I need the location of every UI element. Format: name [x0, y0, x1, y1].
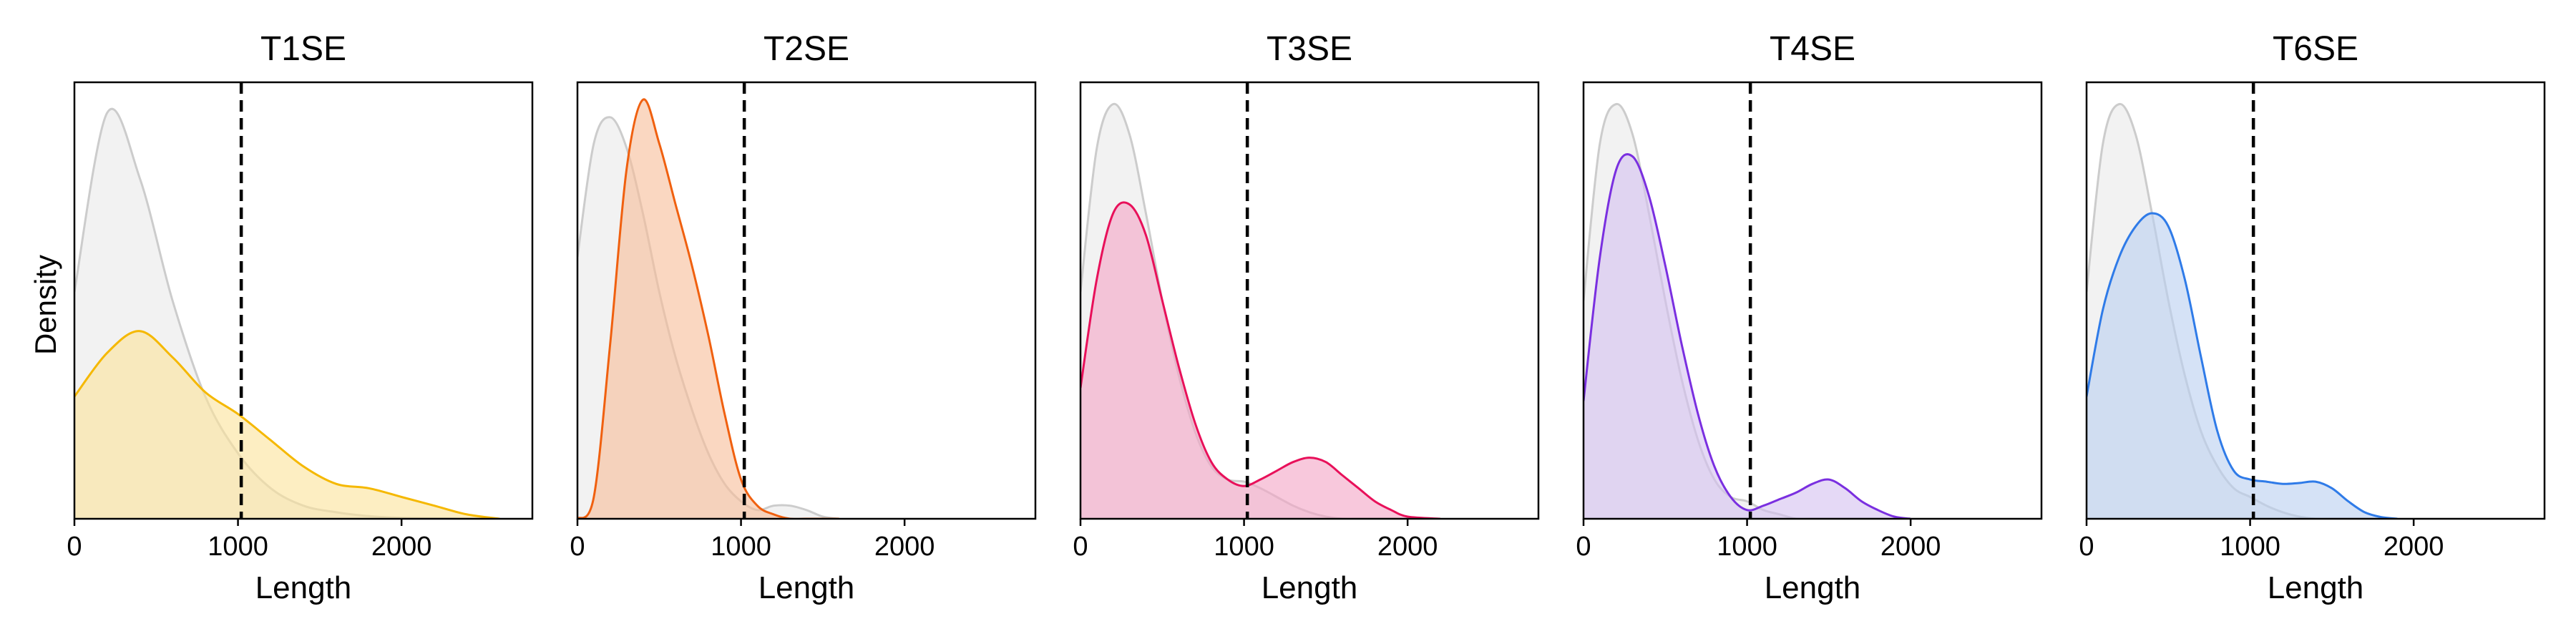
x-axis-label: Length — [255, 570, 352, 605]
plot-frame — [2085, 81, 2546, 520]
x-tick-label: 0 — [1073, 532, 1088, 562]
density-line — [74, 330, 500, 519]
x-tick-label: 1000 — [1717, 532, 1777, 562]
x-tick-label: 2000 — [874, 532, 935, 562]
panel-t6se: 0 1000 2000 T6SE Length — [2079, 30, 2546, 605]
x-axis-label: Length — [758, 570, 855, 605]
x-axis-label: Length — [1765, 570, 1861, 605]
panel-title: T1SE — [260, 30, 346, 68]
density-line — [1584, 153, 1911, 519]
panel-title: T2SE — [763, 30, 849, 68]
density-area — [1584, 154, 1911, 519]
density-area — [577, 99, 839, 519]
plot-frame — [1079, 81, 1540, 520]
panel-t2se: 0 1000 2000 T2SE Length — [570, 30, 1037, 605]
x-axis-label: Length — [2268, 570, 2364, 605]
x-tick-label: 2000 — [1377, 532, 1438, 562]
x-tick-label: 1000 — [711, 532, 771, 562]
density-area — [1080, 202, 1440, 519]
background-density-line — [1080, 102, 1440, 519]
panel-title: T3SE — [1267, 30, 1352, 68]
x-tick-label: 1000 — [1214, 532, 1274, 562]
x-tick-label: 0 — [570, 532, 585, 562]
plot-frame — [576, 81, 1037, 520]
x-tick-label: 0 — [67, 532, 82, 562]
x-tick-label: 2000 — [2384, 532, 2444, 562]
panel-title: T4SE — [1770, 30, 1855, 68]
plot-frame — [1582, 81, 2043, 520]
panel-title: T6SE — [2273, 30, 2358, 68]
density-area — [74, 331, 500, 519]
plot-area — [1584, 82, 1911, 519]
x-tick-label: 0 — [1576, 532, 1591, 562]
density-line — [2087, 212, 2398, 519]
plot-area — [2087, 82, 2398, 519]
panel-t4se: 0 1000 2000 T4SE Length — [1576, 30, 2043, 605]
plot-frame — [73, 81, 534, 520]
x-tick-label: 0 — [2079, 532, 2094, 562]
plot-area — [74, 82, 500, 519]
panel-t3se: 0 1000 2000 T3SE Length — [1073, 30, 1540, 605]
plot-area — [577, 82, 839, 519]
x-tick-label: 2000 — [1880, 532, 1941, 562]
x-axis-label: Length — [1262, 570, 1358, 605]
density-line — [1080, 201, 1440, 519]
panels: 0 1000 2000 T1SE Length 0 1000 2000 T2SE Length 0 1… — [67, 30, 2546, 605]
x-tick-label: 2000 — [371, 532, 432, 562]
y-axis-label: Density — [29, 255, 62, 355]
density-area — [2087, 213, 2398, 519]
panel-t1se: 0 1000 2000 T1SE Length — [67, 30, 534, 605]
plot-area — [1080, 82, 1440, 519]
x-tick-label: 1000 — [208, 532, 268, 562]
x-tick-label: 1000 — [2220, 532, 2280, 562]
